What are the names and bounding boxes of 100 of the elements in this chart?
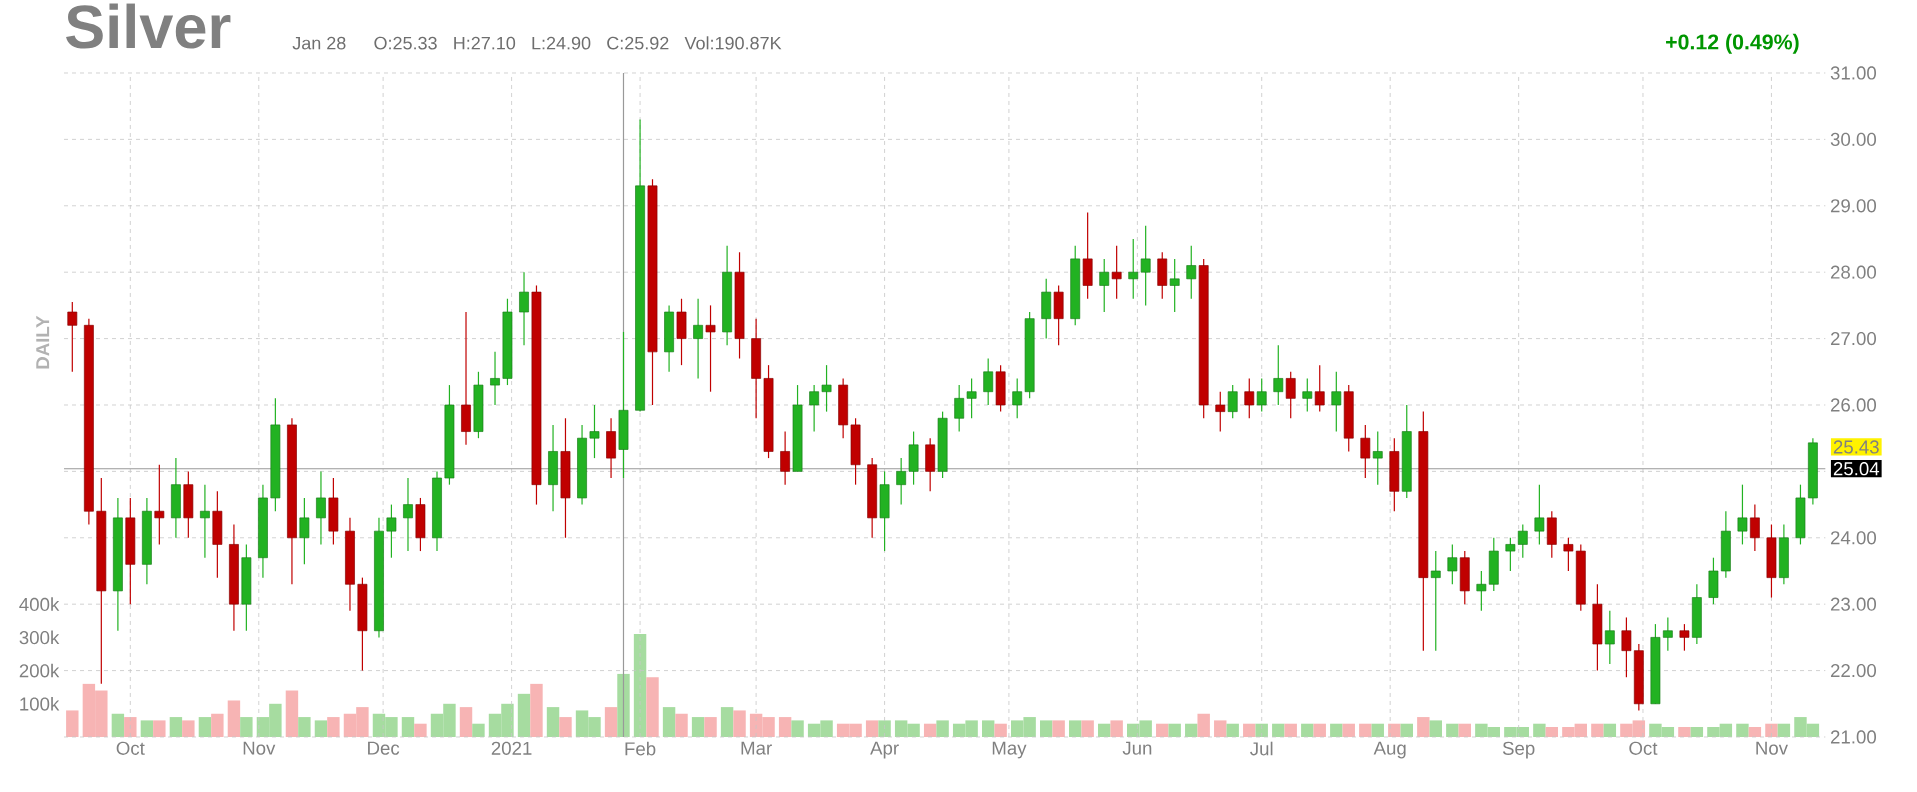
bar	[459, 707, 473, 737]
y-tick-label: 26.00	[1830, 398, 1877, 412]
bar	[211, 713, 224, 737]
bar	[617, 673, 630, 737]
bar	[704, 717, 717, 737]
bar	[778, 717, 792, 737]
candlestick	[705, 304, 716, 393]
y-tick-label: 29.00	[1830, 199, 1877, 213]
x-tick-label: Sep	[1502, 741, 1535, 759]
candlestick	[1430, 550, 1441, 652]
bar	[169, 717, 183, 737]
bar	[285, 690, 299, 737]
bar	[1052, 720, 1065, 737]
candlestick	[1476, 570, 1487, 612]
text: C:25.92	[607, 36, 669, 50]
candlestick	[1534, 484, 1545, 546]
bar	[720, 707, 734, 737]
candlestick	[1662, 616, 1673, 652]
bar	[327, 717, 340, 737]
x-tick-label: Oct	[1629, 741, 1658, 755]
bar	[198, 717, 212, 737]
bar	[1313, 723, 1326, 737]
y-tick-label: 22.00	[1830, 663, 1877, 678]
candlestick	[1604, 610, 1615, 665]
bar	[1110, 720, 1123, 737]
candlestick	[1215, 391, 1226, 433]
bar	[1214, 720, 1227, 737]
bar	[1458, 723, 1471, 737]
bar	[124, 717, 137, 737]
bar	[1226, 723, 1239, 737]
candlestick	[1505, 537, 1516, 572]
candlestick	[1360, 424, 1371, 479]
ref-line-label: 25.04	[1833, 462, 1880, 476]
bar	[1603, 723, 1617, 737]
bar	[1168, 723, 1181, 737]
text: DAILY	[36, 315, 50, 369]
x-tick-label: Apr	[870, 741, 899, 759]
bar	[1446, 723, 1459, 737]
candlestick	[1621, 616, 1632, 678]
candlestick	[693, 298, 703, 380]
bar	[1765, 723, 1778, 737]
candlestick	[299, 497, 310, 565]
x-tick-label: Oct	[116, 741, 145, 755]
bar	[1197, 713, 1210, 737]
bar	[66, 710, 79, 737]
bar	[240, 717, 253, 737]
candlestick	[1563, 537, 1574, 572]
x-tick-label: Aug	[1373, 741, 1406, 759]
bar	[517, 693, 531, 737]
bar	[1301, 723, 1314, 737]
candlestick	[1012, 377, 1023, 419]
bar	[1678, 727, 1691, 737]
y-tick-label: 27.00	[1830, 331, 1877, 346]
y-tick-label: 28.00	[1830, 265, 1877, 279]
bar	[646, 677, 659, 737]
candlestick	[1285, 371, 1296, 419]
bar	[1417, 717, 1430, 737]
candlestick	[1314, 364, 1325, 413]
bar	[1748, 727, 1762, 737]
text: 25.43	[1833, 440, 1879, 454]
bar	[1429, 720, 1442, 737]
candlestick	[1128, 238, 1139, 300]
candlestick	[519, 271, 529, 346]
text: O:25.33	[374, 36, 437, 50]
candlestick	[1099, 258, 1110, 313]
candlestick	[1679, 623, 1690, 652]
bar	[1690, 727, 1704, 737]
y-tick-label: 24.00	[1830, 531, 1877, 545]
bar	[1533, 723, 1546, 737]
candlestick	[1256, 377, 1267, 413]
candlestick	[1302, 377, 1313, 413]
candlestick	[1331, 371, 1342, 433]
bar	[1185, 723, 1198, 737]
text: H:27.10	[454, 36, 516, 50]
y-tick-label: 21.00	[1830, 730, 1877, 744]
candlestick	[1749, 503, 1760, 552]
bar	[1359, 723, 1372, 737]
bar	[865, 720, 879, 737]
x-tick-label: Jul	[1250, 741, 1273, 756]
candlestick	[983, 357, 994, 406]
bar	[691, 717, 705, 737]
bar	[1039, 720, 1053, 737]
candlestick	[821, 364, 832, 413]
y2-tick-label: 100k	[20, 696, 60, 711]
bar	[1736, 723, 1749, 737]
bar	[1591, 723, 1604, 737]
bar	[1400, 723, 1413, 737]
candlestick	[1244, 377, 1255, 419]
bar	[878, 720, 891, 737]
bar	[791, 720, 804, 737]
candlestick	[1737, 484, 1748, 546]
bar	[923, 723, 937, 737]
bar	[1255, 723, 1268, 737]
bar	[530, 683, 543, 737]
bar	[546, 707, 560, 737]
bar	[1156, 723, 1169, 737]
bar	[1243, 723, 1256, 737]
y2-tick-label: 400k	[19, 597, 60, 612]
bar	[1330, 723, 1343, 737]
text: Vol:190.87K	[684, 36, 782, 50]
